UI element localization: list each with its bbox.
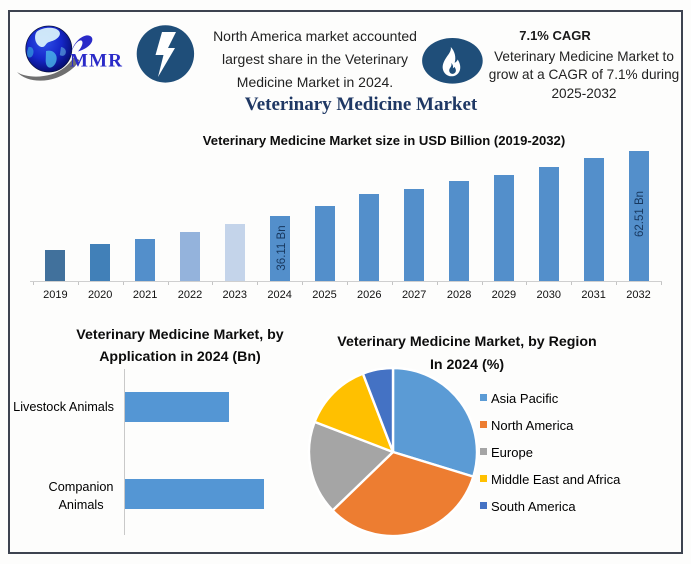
svg-text:MMR: MMR bbox=[70, 51, 123, 72]
